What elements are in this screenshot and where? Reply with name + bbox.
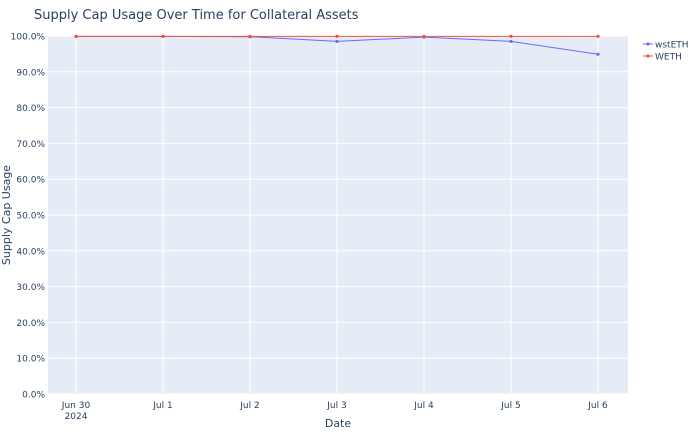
- x-tick-label: Jul 1: [152, 401, 172, 411]
- data-point: [74, 34, 78, 38]
- data-point: [248, 34, 252, 38]
- x-tick-label: Jul 5: [500, 401, 520, 411]
- legend: wstETH WETH: [643, 41, 689, 63]
- chart-title: Supply Cap Usage Over Time for Collatera…: [34, 8, 359, 23]
- y-tick-label: 20.0%: [16, 319, 45, 329]
- legend-swatch-marker: [646, 42, 650, 46]
- legend-swatch-marker: [646, 54, 650, 58]
- data-point: [596, 52, 600, 56]
- x-tick-label: Jul 4: [413, 401, 434, 411]
- data-point: [509, 34, 513, 38]
- x-tick-label: Jul 2: [239, 401, 259, 411]
- y-tick-label: 100.0%: [11, 33, 46, 43]
- x-tick-label: Jul 3: [326, 401, 346, 411]
- y-tick-label: 0.0%: [22, 391, 45, 401]
- data-point: [335, 39, 339, 43]
- data-point: [596, 34, 600, 38]
- x-tick-label: Jul 6: [587, 401, 608, 411]
- x-tick-label: Jun 30: [61, 401, 91, 411]
- y-tick-label: 70.0%: [16, 140, 45, 150]
- x-axis-label: Date: [325, 417, 352, 430]
- legend-item[interactable]: wstETH: [643, 41, 689, 51]
- data-point: [422, 34, 426, 38]
- y-tick-label: 80.0%: [16, 104, 45, 114]
- y-tick-label: 60.0%: [16, 176, 45, 186]
- data-point: [335, 34, 339, 38]
- y-tick-label: 10.0%: [16, 355, 45, 365]
- y-tick-label: 90.0%: [16, 68, 45, 78]
- legend-label: wstETH: [655, 41, 689, 51]
- y-tick-label: 40.0%: [16, 247, 45, 257]
- legend-item[interactable]: WETH: [643, 53, 682, 63]
- data-point: [509, 39, 513, 43]
- x-tick-sublabel: 2024: [65, 412, 88, 422]
- series-weth: [74, 34, 600, 38]
- y-axis-label: Supply Cap Usage: [0, 165, 13, 265]
- y-axis-ticks: 0.0% 10.0% 20.0% 30.0% 40.0% 50.0% 60.0% 70.0% 8…: [11, 33, 46, 401]
- data-point: [161, 34, 165, 38]
- y-tick-label: 50.0%: [16, 212, 45, 222]
- legend-label: WETH: [655, 53, 682, 63]
- y-tick-label: 30.0%: [16, 283, 45, 293]
- series-layer: [74, 34, 600, 56]
